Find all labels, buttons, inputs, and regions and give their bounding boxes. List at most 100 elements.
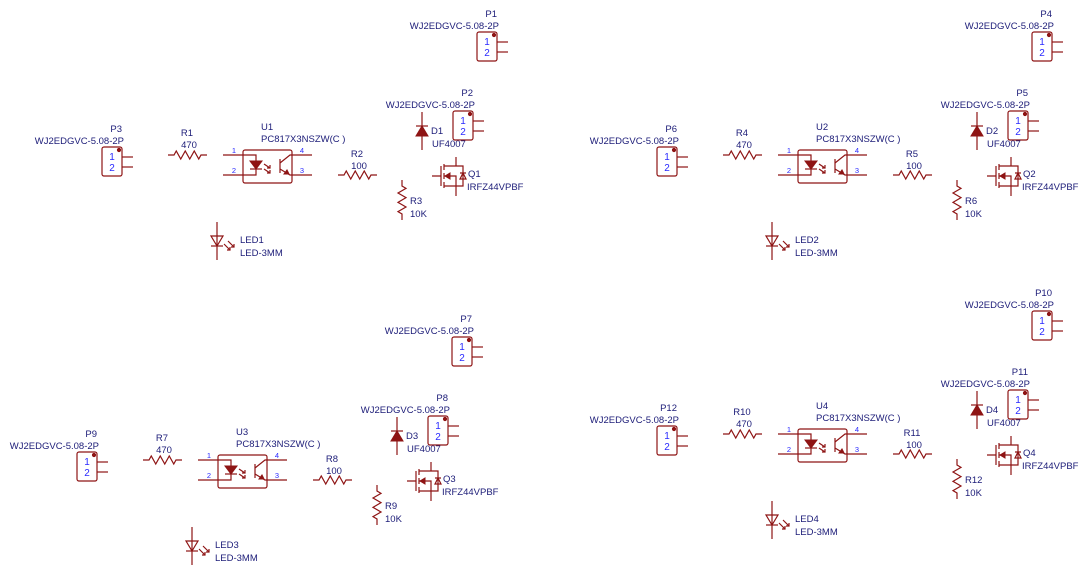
light-arrows-icon [198, 545, 210, 556]
optocoupler-ref: U1 [261, 122, 273, 133]
reference-label: P3 [110, 124, 122, 135]
led-triangle [249, 160, 263, 170]
collector-wire [279, 154, 312, 164]
pin-number: 4 [275, 451, 279, 460]
part-label: WJ2EDGVC-5.08-2P [361, 405, 450, 416]
resistor-ref: R11 [904, 428, 921, 439]
mosfet-ref: Q1 [468, 169, 481, 180]
resistor-symbol [143, 454, 182, 466]
pin-number: 3 [275, 471, 279, 480]
mosfet-gate [987, 166, 997, 186]
emitter-wire [834, 447, 867, 455]
pin1-marker [467, 111, 473, 117]
mosfet-arrow [444, 172, 451, 180]
reference-label: P7 [460, 314, 472, 325]
optocoupler-part: PC817X3NSZW(C ) [261, 134, 345, 145]
pin1-marker [1022, 111, 1028, 117]
resistor-symbol [893, 448, 932, 460]
pin-number: 3 [855, 445, 859, 454]
resistor-symbol [396, 180, 408, 220]
channel-block: 12P1WJ2EDGVC-5.08-2P12P2WJ2EDGVC-5.08-2P… [35, 9, 524, 260]
optocoupler-part: PC817X3NSZW(C ) [816, 134, 900, 145]
light-arrows-icon [238, 468, 246, 479]
pin-number: 4 [300, 146, 304, 155]
part-label: WJ2EDGVC-5.08-2P [941, 100, 1030, 111]
connector-body [1007, 110, 1029, 141]
connector-body [656, 146, 678, 177]
resistor-value: 10K [965, 209, 983, 220]
pin-number: 1 [1015, 116, 1021, 127]
connector-body [1031, 31, 1053, 62]
mosfet: Q2 IRFZ44VPBF [987, 157, 1079, 196]
body-diode [434, 476, 442, 485]
diode-part: UF4007 [407, 444, 441, 455]
mosfet-arrow [419, 477, 426, 485]
diode-ref: D4 [986, 405, 998, 416]
pin-number: 1 [664, 431, 670, 442]
reference-label: P6 [665, 124, 677, 135]
resistor-symbol [893, 169, 932, 181]
resistor-value: 100 [351, 161, 367, 172]
pin-number: 2 [1015, 127, 1021, 138]
resistor-ref: R12 [965, 475, 982, 486]
channel-block: 12P4WJ2EDGVC-5.08-2P12P5WJ2EDGVC-5.08-2P… [590, 9, 1079, 260]
pin-number: 1 [664, 152, 670, 163]
pin-number: 1 [484, 37, 490, 48]
diode: D2 UF4007 [970, 112, 1021, 150]
mosfet: Q1 IRFZ44VPBF [432, 157, 524, 196]
part-label: WJ2EDGVC-5.08-2P [386, 100, 475, 111]
connector-body [452, 110, 474, 141]
part-label: WJ2EDGVC-5.08-2P [385, 326, 474, 337]
resistor-symbol [371, 485, 383, 525]
part-label: WJ2EDGVC-5.08-2P [35, 136, 124, 147]
diode-triangle [415, 125, 429, 137]
reference-label: P4 [1040, 9, 1052, 20]
pin1-marker [1046, 311, 1052, 317]
mosfet-terminals [444, 157, 464, 196]
pin-wire [778, 169, 812, 176]
optocoupler-ref: U4 [816, 401, 828, 412]
light-arrows-icon [263, 163, 271, 174]
mosfet-arrow [999, 172, 1006, 180]
connector-body [656, 425, 678, 456]
led-part: LED-3MM [795, 527, 838, 538]
pin-number: 1 [232, 146, 236, 155]
pin-number: 1 [1039, 37, 1045, 48]
indicator-led: LED2 LED-3MM [764, 222, 838, 260]
pin-number: 2 [84, 468, 90, 479]
pin-number: 2 [207, 471, 211, 480]
resistor-symbol [338, 169, 377, 181]
collector-wire [254, 459, 287, 469]
led-triangle [209, 235, 225, 248]
pin-number: 2 [787, 445, 791, 454]
mosfet-arrow [999, 451, 1006, 459]
pin-number: 2 [1039, 48, 1045, 59]
diode-ref: D1 [431, 126, 443, 137]
emitter-arrow [838, 169, 845, 175]
mosfet-part: IRFZ44VPBF [1022, 461, 1079, 472]
part-label: WJ2EDGVC-5.08-2P [590, 136, 679, 147]
pin-number: 1 [787, 425, 791, 434]
resistor-value: 100 [326, 466, 342, 477]
indicator-led: LED1 LED-3MM [209, 222, 283, 260]
led-triangle [764, 514, 780, 527]
part-label: WJ2EDGVC-5.08-2P [410, 21, 499, 32]
resistor-ref: R10 [733, 407, 750, 418]
pin1-marker [442, 416, 448, 422]
resistor-value: 10K [410, 209, 428, 220]
reference-label: P12 [660, 403, 677, 414]
